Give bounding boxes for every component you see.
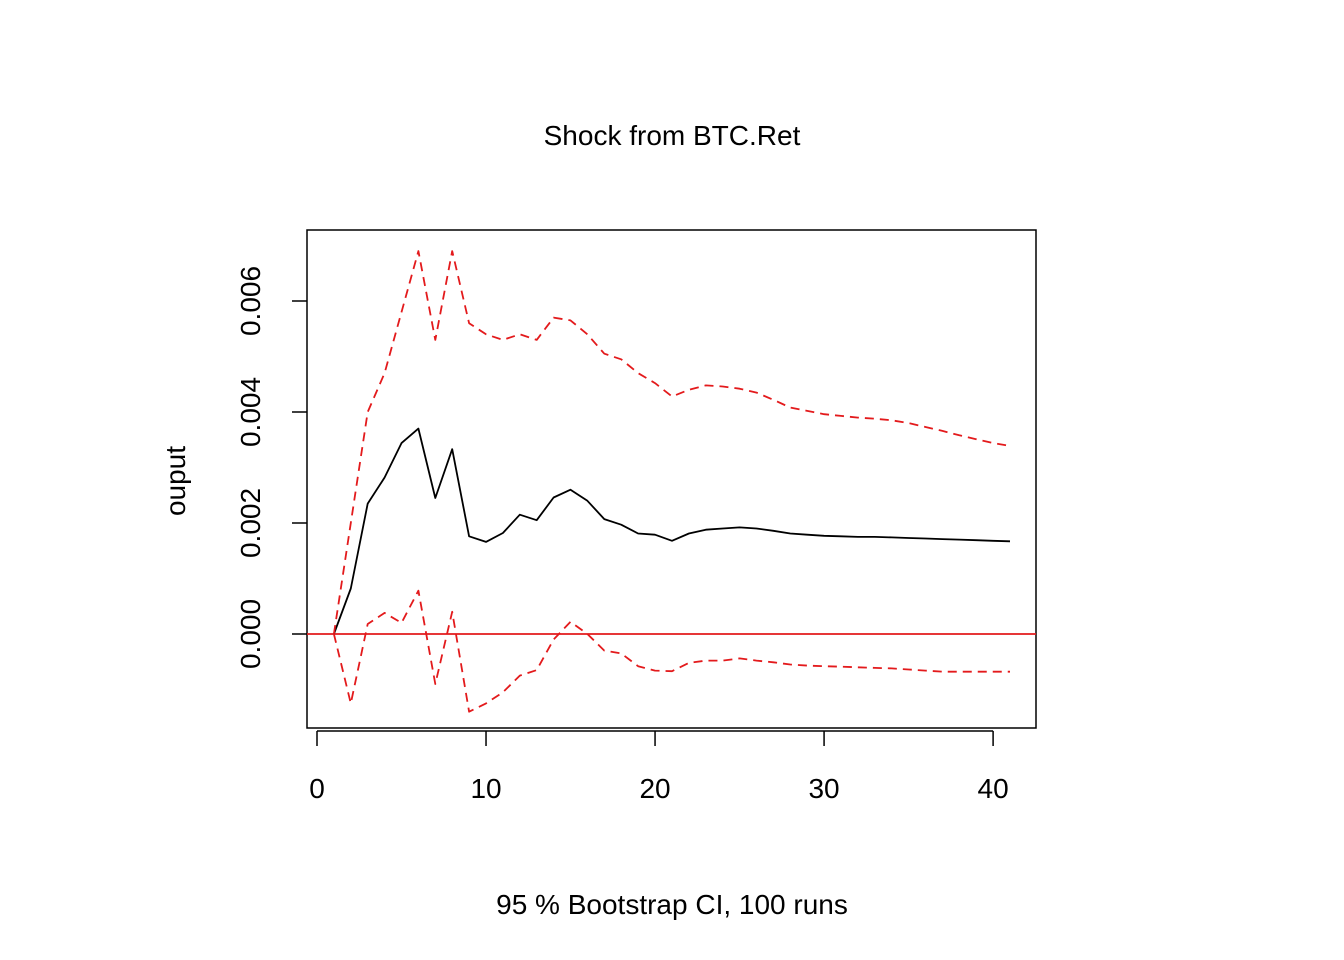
y-tick-label: 0.000 <box>235 599 266 669</box>
x-tick-label: 20 <box>639 773 670 804</box>
plot-frame <box>306 229 1037 729</box>
y-tick-label: 0.002 <box>235 488 266 558</box>
y-axis-label: ouput <box>160 446 191 516</box>
series-lower-line <box>333 589 1010 713</box>
chart-title: Shock from BTC.Ret <box>544 120 801 151</box>
series-lines <box>307 250 1036 713</box>
x-tick-label: 10 <box>470 773 501 804</box>
series-irf-line <box>333 427 1011 635</box>
y-tick-label: 0.006 <box>235 266 266 336</box>
y-axis: 0.000 0.002 0.004 0.006 <box>235 266 307 669</box>
x-tick-label: 30 <box>808 773 839 804</box>
x-axis: 0 10 20 30 40 <box>309 730 1009 804</box>
y-tick-label: 0.004 <box>235 377 266 447</box>
x-axis-label: 95 % Bootstrap CI, 100 runs <box>496 889 848 920</box>
series-upper-line <box>333 250 1011 635</box>
x-tick-label: 0 <box>309 773 325 804</box>
x-tick-label: 40 <box>978 773 1009 804</box>
